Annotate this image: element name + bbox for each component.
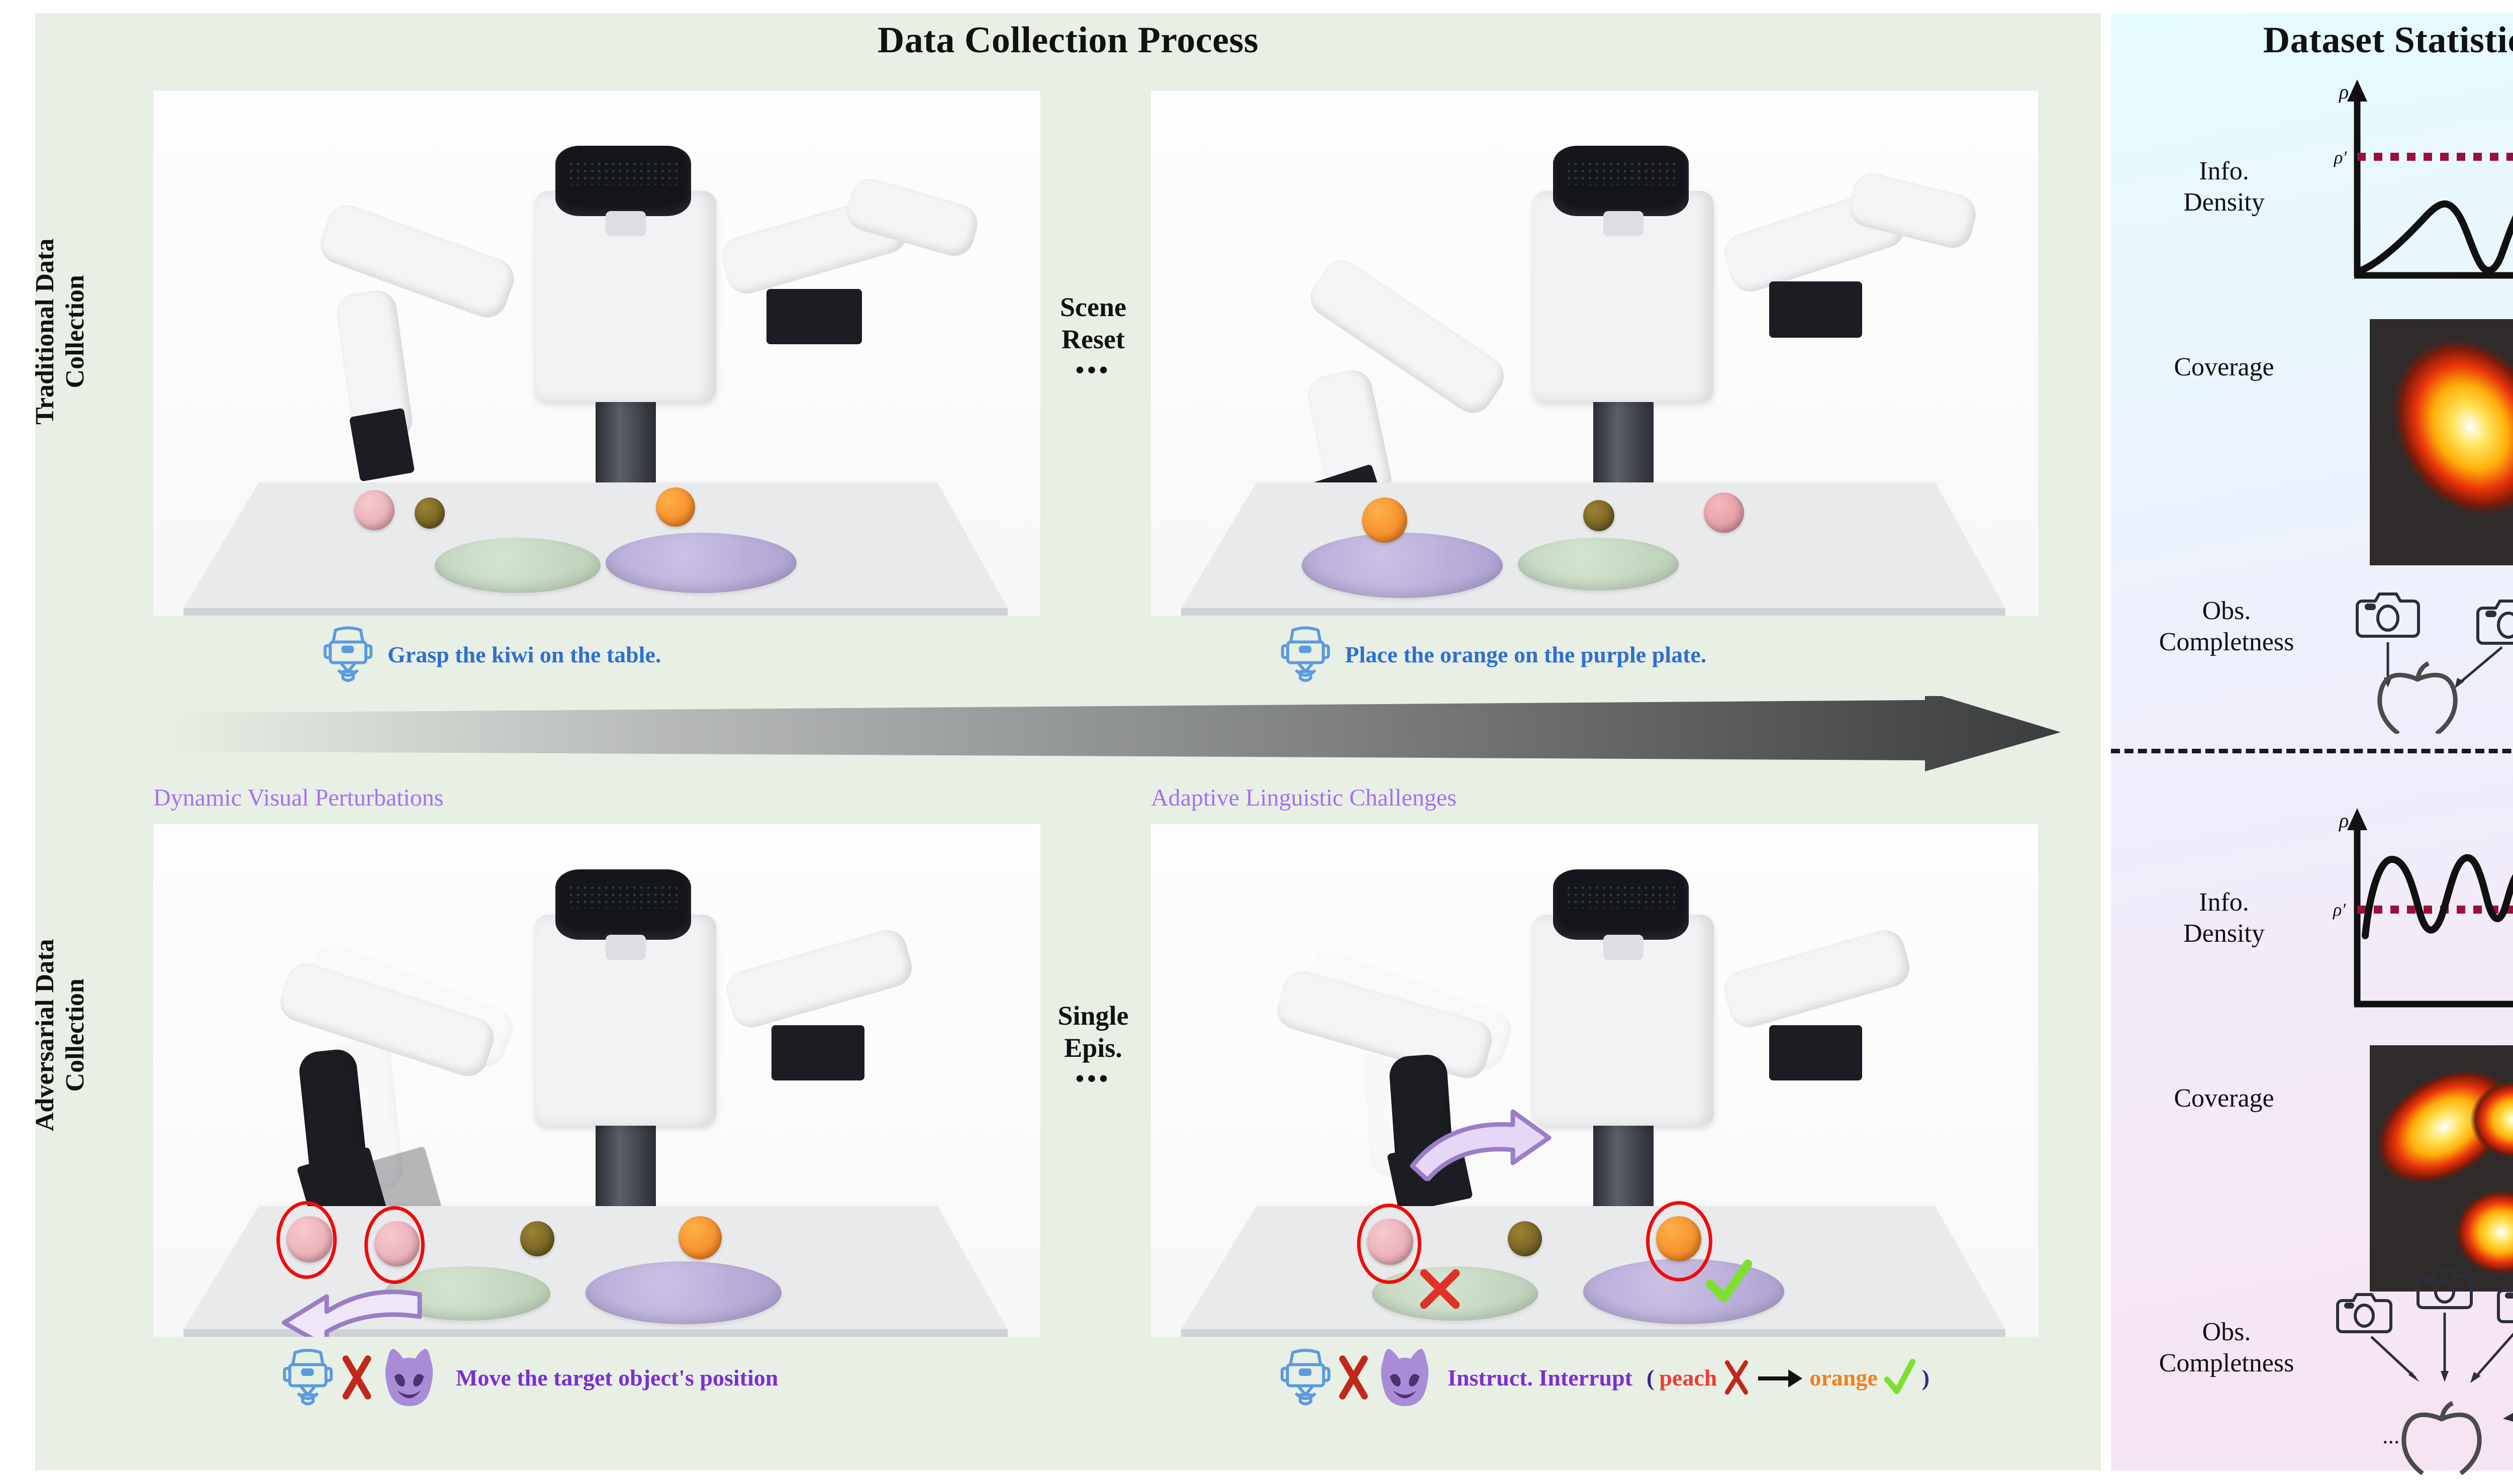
process-arrow (166, 696, 2061, 771)
stat-label-coverage-bottom: Coverage (2174, 1084, 2274, 1113)
caption-top-right: Place the orange on the purple plate. (1279, 626, 1706, 683)
axis-label-rho-prime: ρ′ (2333, 900, 2346, 920)
camera-icon (2336, 1293, 2392, 1333)
paren-close: ) (1921, 1364, 1930, 1391)
vr-headset-icon (323, 626, 373, 682)
page-title: Data Collection Process (877, 20, 1259, 61)
cross-mark-icon (1339, 1355, 1368, 1400)
row-label-adversarial: Adversarial Data Collection (31, 939, 89, 1132)
stat-label-coverage-top: Coverage (2174, 353, 2274, 381)
density-curve (2358, 200, 2513, 274)
arrow-right-icon (1758, 1369, 1803, 1388)
camera-icon (2497, 1289, 2513, 1323)
camera-icon (2356, 592, 2420, 638)
section-header-visual-perturbations: Dynamic Visual Perturbations (153, 784, 444, 811)
stat-label-obs-completeness-bottom: Obs. Completness (2159, 1318, 2294, 1378)
check-mark-icon (1884, 1358, 1915, 1395)
coverage-heatmap-bottom (2370, 1045, 2513, 1292)
stat-label-info-density-bottom: Info. Density (2183, 888, 2265, 948)
arrow-line (2457, 646, 2503, 685)
redirect-arrow-icon (1410, 1109, 1552, 1181)
coverage-heatmap-top (2370, 319, 2513, 565)
cross-mark-icon (342, 1355, 371, 1400)
camera-icon (2476, 600, 2513, 645)
caption-right-object: orange (1809, 1364, 1878, 1391)
obs-completeness-diagram-top (2356, 592, 2513, 734)
annotation-circle-original (276, 1201, 337, 1279)
vr-headset-icon (1281, 1349, 1330, 1406)
scene-adversarial-visual (153, 824, 1040, 1337)
caption-text: Place the orange on the purple plate. (1345, 642, 1707, 667)
annotation-circle-peach (1357, 1204, 1421, 1284)
section-divider (2111, 749, 2513, 753)
check-mark-icon (1705, 1259, 1753, 1303)
obs-completeness-diagram-bottom: ... (2336, 1269, 2513, 1475)
section-header-linguistic-challenges: Adaptive Linguistic Challenges (1151, 784, 1457, 811)
stats-title: Dataset Statistics (2263, 20, 2513, 61)
caption-wrong-object: peach (1659, 1364, 1717, 1391)
cross-mark-icon (1725, 1360, 1749, 1395)
vr-headset-icon (283, 1349, 333, 1406)
info-density-chart-top: ρ ρ′ t (2334, 79, 2513, 279)
row-label-traditional: Traditional Data Collection (31, 238, 89, 425)
caption-text: Move the target object's position (456, 1364, 779, 1391)
vr-headset-icon (1281, 626, 1330, 682)
devil-face-icon (1381, 1348, 1429, 1407)
paren-open: ( (1646, 1364, 1655, 1391)
arrow-line (2370, 1336, 2417, 1379)
camera-icon (2417, 1269, 2473, 1309)
cross-mark-icon (1420, 1269, 1460, 1309)
caption-top-left: Grasp the kiwi on the table. (322, 626, 661, 683)
caption-bottom-right: Instruct. Interrupt ( peach orange ) (1279, 1347, 1929, 1408)
info-density-chart-bottom: ρ ρ′ t (2333, 808, 2513, 1008)
annotation-circle-moved (364, 1206, 425, 1284)
stat-label-info-density-top: Info. Density (2183, 157, 2265, 217)
move-arrow-icon (281, 1290, 422, 1337)
scene-adversarial-linguistic (1151, 824, 2038, 1337)
annotation-circle-orange (1646, 1201, 1712, 1281)
single-episode-label: Single Epis. ••• (1057, 1001, 1129, 1093)
table-surface (1181, 1206, 2005, 1337)
axis-label-rho: ρ (2338, 809, 2349, 832)
apple-icon (2401, 1401, 2482, 1475)
scene-traditional-place (1151, 90, 2038, 616)
ellipsis-label: ... (2382, 1423, 2400, 1448)
scene-reset-label: Scene Reset ••• (1060, 292, 1126, 384)
table-surface (183, 482, 1008, 616)
devil-face-icon (385, 1348, 433, 1407)
caption-text-main: Instruct. Interrupt (1447, 1364, 1632, 1391)
apple-icon (2377, 661, 2458, 734)
arrow-line (2473, 1332, 2513, 1380)
caption-bottom-left: Move the target object's position (281, 1347, 778, 1408)
density-curve (2362, 854, 2513, 939)
axis-label-rho-prime: ρ′ (2334, 147, 2347, 167)
scene-traditional-grasp (153, 90, 1040, 616)
axis-label-rho: ρ (2338, 80, 2349, 103)
stat-label-obs-completeness-top: Obs. Completness (2159, 597, 2294, 657)
caption-text: Grasp the kiwi on the table. (388, 642, 661, 667)
